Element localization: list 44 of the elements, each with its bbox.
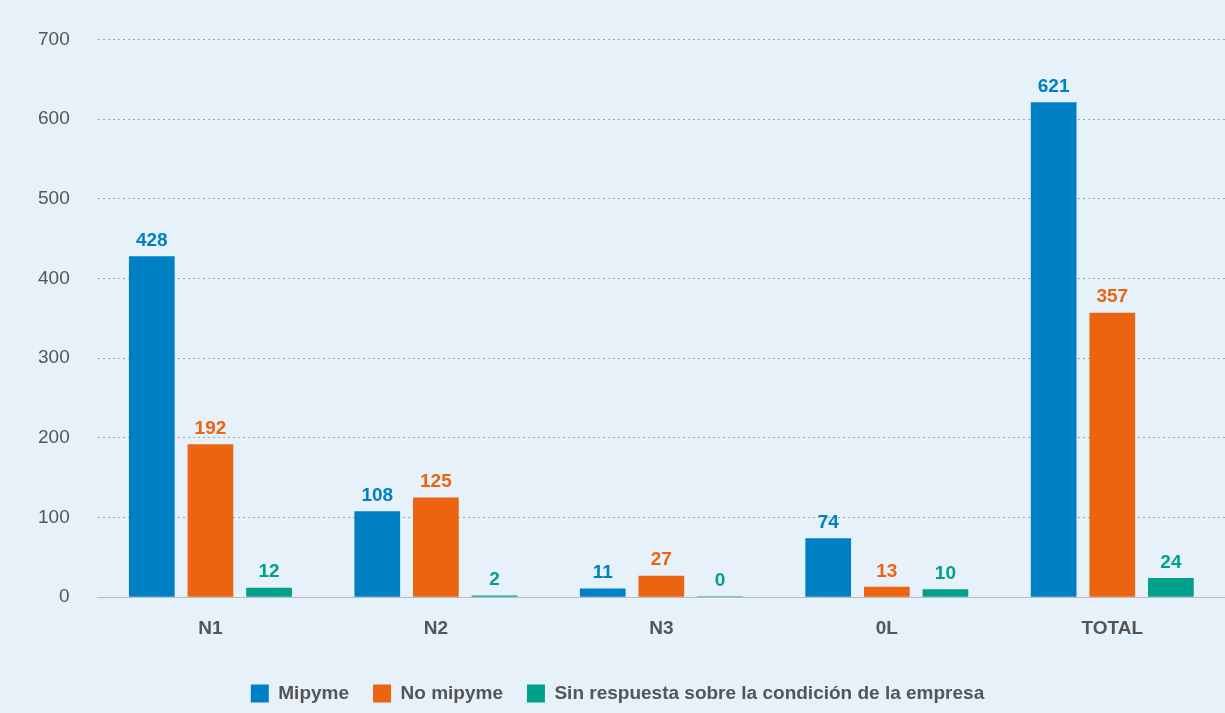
x-tick-label: N3 bbox=[649, 616, 674, 638]
data-label: 27 bbox=[650, 548, 672, 570]
y-tick-label: 200 bbox=[38, 426, 70, 448]
legend-label: No mipyme bbox=[400, 681, 503, 703]
x-tick-label: N2 bbox=[423, 616, 449, 638]
data-label: 2 bbox=[489, 568, 500, 590]
x-tick-label: N1 bbox=[198, 616, 223, 638]
bar bbox=[638, 575, 685, 597]
y-tick-label: 700 bbox=[38, 27, 70, 49]
y-tick-label: 300 bbox=[38, 346, 70, 368]
data-label: 108 bbox=[361, 483, 394, 505]
y-tick-label: 600 bbox=[38, 107, 70, 129]
bar bbox=[246, 587, 292, 597]
y-tick-label: 100 bbox=[38, 505, 70, 527]
bar bbox=[354, 511, 401, 597]
data-label: 10 bbox=[934, 561, 956, 583]
bar bbox=[128, 256, 175, 597]
data-label: 12 bbox=[258, 560, 280, 582]
data-label: 428 bbox=[135, 228, 168, 250]
bar bbox=[1148, 578, 1194, 597]
y-tick-label: 500 bbox=[38, 187, 70, 209]
bar bbox=[805, 538, 852, 597]
bar bbox=[1089, 312, 1136, 597]
bar bbox=[863, 586, 910, 597]
data-label: 0 bbox=[714, 568, 726, 590]
legend-label: Sin respuesta sobre la condición de la empresa bbox=[554, 681, 985, 703]
data-label: 192 bbox=[194, 416, 227, 438]
bar bbox=[413, 497, 459, 597]
y-tick-label: 0 bbox=[59, 585, 70, 607]
data-label: 621 bbox=[1037, 75, 1070, 97]
bar bbox=[579, 588, 626, 597]
bar bbox=[187, 444, 234, 597]
data-label: 357 bbox=[1096, 285, 1129, 307]
bar bbox=[922, 589, 969, 597]
y-tick-label: 400 bbox=[38, 266, 70, 288]
data-label: 11 bbox=[592, 561, 614, 583]
data-label: 24 bbox=[1160, 550, 1182, 572]
data-label: 125 bbox=[420, 470, 453, 492]
legend-label: Mipyme bbox=[278, 681, 350, 703]
x-tick-label: TOTAL bbox=[1081, 616, 1144, 638]
bar bbox=[1030, 102, 1077, 597]
data-label: 13 bbox=[876, 559, 898, 581]
data-label: 74 bbox=[817, 510, 840, 532]
x-tick-label: 0L bbox=[875, 616, 899, 638]
